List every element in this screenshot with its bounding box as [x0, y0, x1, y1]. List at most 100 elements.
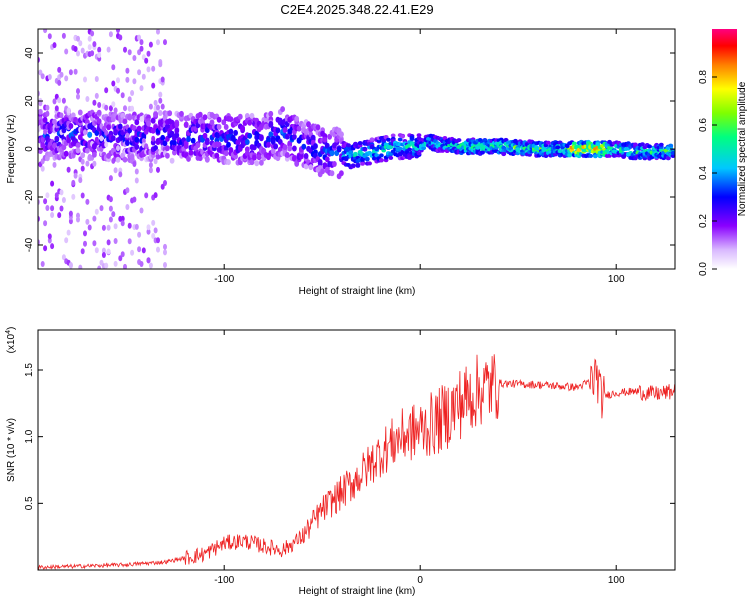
spectrogram-cell	[442, 136, 448, 140]
spectrogram-cell	[122, 118, 128, 125]
spectrogram-noise-cell	[57, 212, 62, 219]
spectrogram-noise-cell	[151, 65, 156, 72]
spectrogram-noise-cell	[139, 207, 144, 214]
spectrogram-noise-cell	[73, 172, 78, 179]
spectrogram-cell	[54, 135, 60, 142]
spectrogram-noise-cell	[87, 44, 92, 51]
spectrogram-noise-cell	[139, 39, 144, 46]
spectrogram-cell	[421, 146, 427, 151]
spectrogram-panel: -100 100 -40 -20 0 20 40 Height of straight l…	[6, 28, 676, 297]
snr-y-multiplier-close: )	[6, 327, 17, 330]
spectrogram-noise-cell	[38, 100, 43, 107]
spectrogram-noise-cell	[50, 180, 55, 187]
spectrogram-cell	[668, 143, 674, 148]
spectrogram-noise-cell	[68, 218, 73, 225]
spectrogram-cell	[266, 141, 271, 148]
spectrogram-cell	[169, 130, 175, 137]
spectrogram-cell	[228, 147, 234, 153]
spectrogram-cell	[593, 154, 598, 159]
spectrogram-x-ticks: -100 100	[214, 29, 625, 285]
spectrogram-noise-cell	[94, 92, 99, 99]
spectrogram-noise-cell	[40, 136, 45, 143]
spectrogram-noise-cell	[151, 219, 156, 226]
spectrogram-cell	[223, 150, 229, 157]
spectrogram-cell	[353, 151, 358, 156]
spectrogram-cell	[188, 149, 194, 156]
spectrogram-cell	[146, 120, 151, 127]
spectrogram-cell	[63, 150, 69, 157]
spectrogram-cell	[110, 135, 116, 142]
spectrogram-cell	[259, 159, 264, 166]
spectrogram-noise-cell	[111, 101, 116, 108]
spectrogram-noise-cell	[151, 135, 156, 142]
spectrogram-noise-cell	[61, 97, 66, 104]
spectrogram-noise-cell	[97, 265, 102, 269]
spectrogram-noise-cell	[104, 87, 109, 94]
spectrogram-noise-cell	[130, 105, 135, 112]
spectrogram-noise-cell	[92, 215, 97, 222]
spectrogram-noise-cell	[139, 45, 144, 52]
spectrogram-cell	[670, 150, 675, 155]
spectrogram-cell	[125, 140, 130, 146]
spectrogram-cell	[153, 111, 159, 118]
spectrogram-cell	[174, 132, 180, 139]
spectrogram-y-ticks: -40 -20 0 20 40	[24, 47, 675, 252]
spectrogram-cell	[284, 152, 290, 158]
spectrogram-cell	[233, 129, 239, 136]
spectrogram-noise-cell	[118, 34, 123, 41]
spectrogram-cell	[280, 106, 285, 113]
spectrogram-y-label: Frequency (Hz)	[6, 115, 17, 184]
spectrogram-cell	[150, 117, 156, 124]
snr-y-tick-label: 1.0	[24, 429, 35, 443]
spectrogram-cell	[228, 128, 234, 135]
spectrogram-noise-cell	[85, 96, 90, 102]
spectrogram-noise-cell	[59, 205, 64, 212]
spectrogram-noise-cell	[137, 69, 142, 76]
spectrogram-cell	[153, 145, 159, 151]
spectrogram-noise-cell	[144, 192, 149, 199]
spectrogram-noise-cell	[130, 90, 135, 96]
spectrogram-noise-cell	[127, 49, 132, 56]
spectrogram-cell	[134, 119, 140, 126]
spectrogram-cell	[134, 143, 140, 150]
spectrogram-cell	[647, 144, 652, 149]
spectrogram-noise-cell	[54, 105, 59, 112]
spectrogram-noise-cell	[52, 42, 57, 49]
spectrogram-cell	[407, 147, 412, 152]
spectrogram-cell	[87, 131, 93, 138]
spectrogram-cell	[136, 125, 142, 132]
spectrogram-cell	[294, 115, 300, 122]
snr-line	[38, 354, 675, 570]
spectrogram-noise-cell	[132, 196, 137, 203]
spectrogram-cell	[268, 121, 274, 128]
spectrogram-cell	[670, 154, 675, 158]
spectrogram-noise-cell	[120, 215, 125, 222]
spectrogram-cell	[247, 119, 253, 126]
spectrogram-cell	[70, 112, 76, 119]
spectrogram-cell	[221, 119, 227, 126]
snr-y-multiplier-exp: 4	[5, 330, 12, 334]
spectrogram-cell	[61, 144, 67, 151]
spectrogram-noise-cell	[118, 255, 123, 262]
spectrogram-cell	[106, 124, 111, 131]
spectrogram-noise-cell	[64, 237, 69, 244]
spectrogram-noise-cell	[76, 50, 80, 57]
spectrogram-cell	[268, 110, 274, 117]
spectrogram-cell	[306, 121, 311, 128]
spectrogram-noise-cell	[132, 161, 137, 167]
spectrogram-noise-cell	[80, 165, 85, 172]
spectrogram-noise-cell	[85, 218, 90, 225]
spectrogram-noise-cell	[94, 247, 99, 254]
spectrogram-cell	[183, 121, 189, 128]
spectrogram-noise-cell	[104, 262, 109, 269]
spectrogram-cell	[237, 113, 243, 120]
spectrogram-noise-cell	[148, 162, 153, 168]
spectrogram-noise-cell	[90, 50, 95, 57]
spectrogram-noise-cell	[68, 262, 73, 268]
spectrogram-noise-cell	[153, 192, 158, 199]
spectrogram-cell	[658, 142, 664, 147]
spectrogram-noise-cell	[92, 41, 97, 48]
spectrogram-cell	[172, 140, 177, 147]
spectrogram-noise-cell	[134, 223, 139, 230]
spectrogram-noise-cell	[85, 198, 90, 205]
